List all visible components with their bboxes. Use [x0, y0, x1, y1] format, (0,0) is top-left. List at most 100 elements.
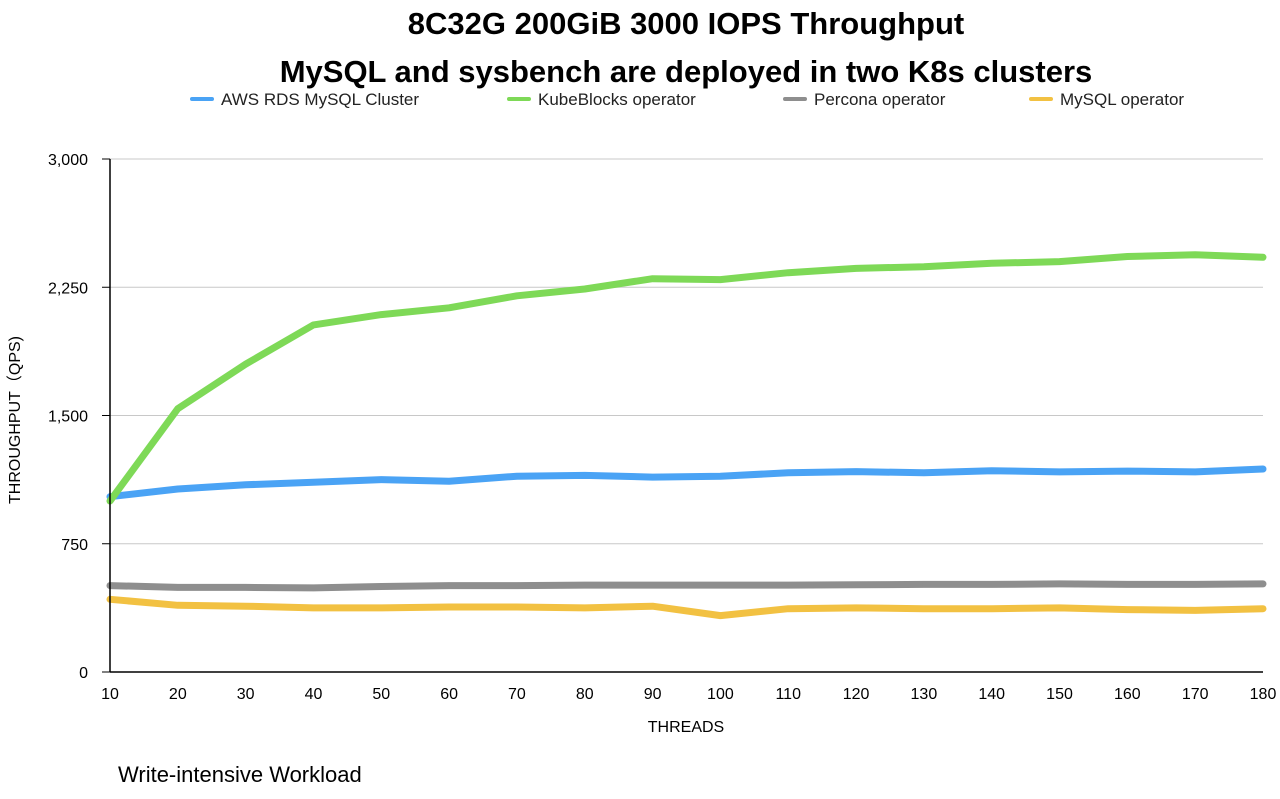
- data-point-kubeblocks-operator: [854, 266, 858, 270]
- data-point-mysql-operator: [244, 604, 248, 608]
- data-point-aws-rds-mysql-cluster: [718, 474, 722, 478]
- data-point-aws-rds-mysql-cluster: [854, 470, 858, 474]
- x-axis-title: THREADS: [648, 719, 724, 736]
- data-point-percona-operator: [1058, 582, 1062, 586]
- legend-label: Percona operator: [814, 90, 946, 109]
- data-point-mysql-operator: [1058, 606, 1062, 610]
- data-point-mysql-operator: [583, 606, 587, 610]
- x-tick-label: 120: [843, 686, 870, 703]
- data-point-kubeblocks-operator: [379, 313, 383, 317]
- data-point-percona-operator: [1261, 582, 1265, 586]
- data-point-mysql-operator: [311, 606, 315, 610]
- gridlines: [110, 158, 1263, 545]
- data-point-aws-rds-mysql-cluster: [786, 471, 790, 475]
- data-point-mysql-operator: [447, 605, 451, 609]
- y-tick-label: 2,250: [48, 280, 88, 297]
- data-point-kubeblocks-operator: [922, 265, 926, 269]
- data-point-percona-operator: [1125, 582, 1129, 586]
- chart-title-line2: MySQL and sysbench are deployed in two K…: [280, 54, 1093, 89]
- x-tick-label: 40: [305, 686, 323, 703]
- data-point-mysql-operator: [1193, 608, 1197, 612]
- data-point-percona-operator: [244, 585, 248, 589]
- data-point-kubeblocks-operator: [311, 323, 315, 327]
- chart-title-line1: 8C32G 200GiB 3000 IOPS Throughput: [408, 6, 964, 41]
- data-point-percona-operator: [718, 583, 722, 587]
- series-line-kubeblocks-operator: [106, 251, 1267, 505]
- y-tick-label: 0: [79, 665, 88, 682]
- data-point-aws-rds-mysql-cluster: [176, 487, 180, 491]
- data-point-percona-operator: [786, 583, 790, 587]
- data-point-percona-operator: [854, 583, 858, 587]
- y-tick-label: 750: [61, 537, 88, 554]
- data-point-aws-rds-mysql-cluster: [244, 483, 248, 487]
- data-point-kubeblocks-operator: [176, 407, 180, 411]
- series-line-aws-rds-mysql-cluster: [106, 465, 1267, 501]
- data-point-kubeblocks-operator: [651, 277, 655, 281]
- legend: AWS RDS MySQL Cluster KubeBlocks operator…: [190, 90, 1184, 109]
- data-point-aws-rds-mysql-cluster: [651, 475, 655, 479]
- data-point-aws-rds-mysql-cluster: [1125, 469, 1129, 473]
- x-tick-label: 160: [1114, 686, 1141, 703]
- x-tick-label: 30: [237, 686, 255, 703]
- data-point-percona-operator: [447, 584, 451, 588]
- x-tick-label: 60: [440, 686, 458, 703]
- y-axis-title: THROUGHPUT（QPS): [6, 336, 24, 504]
- y-axis-ticks: 0 750 1,500 2,250 3,000: [48, 152, 110, 682]
- data-point-mysql-operator: [1261, 607, 1265, 611]
- data-point-aws-rds-mysql-cluster: [515, 474, 519, 478]
- data-point-kubeblocks-operator: [1261, 255, 1265, 259]
- data-point-mysql-operator: [651, 604, 655, 608]
- x-tick-label: 10: [101, 686, 119, 703]
- data-point-aws-rds-mysql-cluster: [1261, 467, 1265, 471]
- data-point-percona-operator: [176, 585, 180, 589]
- x-tick-label: 130: [911, 686, 938, 703]
- data-point-mysql-operator: [515, 605, 519, 609]
- data-point-kubeblocks-operator: [990, 261, 994, 265]
- data-point-kubeblocks-operator: [1058, 260, 1062, 264]
- x-tick-label: 20: [169, 686, 187, 703]
- x-tick-label: 170: [1182, 686, 1209, 703]
- legend-label: AWS RDS MySQL Cluster: [221, 90, 419, 109]
- data-point-aws-rds-mysql-cluster: [447, 479, 451, 483]
- x-tick-label: 50: [372, 686, 390, 703]
- y-tick-label: 3,000: [48, 152, 88, 169]
- data-point-mysql-operator: [379, 606, 383, 610]
- data-point-percona-operator: [379, 585, 383, 588]
- x-tick-label: 140: [978, 686, 1005, 703]
- data-point-mysql-operator: [990, 607, 994, 611]
- workload-caption: Write-intensive Workload: [118, 762, 362, 787]
- x-tick-label: 150: [1046, 686, 1073, 703]
- x-tick-label: 110: [775, 686, 801, 703]
- data-point-percona-operator: [583, 583, 587, 587]
- x-tick-label: 80: [576, 686, 594, 703]
- data-point-percona-operator: [1193, 582, 1197, 586]
- x-tick-label: 70: [508, 686, 526, 703]
- data-point-mysql-operator: [718, 614, 722, 618]
- data-point-kubeblocks-operator: [1193, 253, 1197, 257]
- legend-label: MySQL operator: [1060, 90, 1184, 109]
- series-line-mysql-operator: [106, 595, 1267, 620]
- data-point-aws-rds-mysql-cluster: [1058, 470, 1062, 474]
- data-point-aws-rds-mysql-cluster: [311, 480, 315, 484]
- data-point-aws-rds-mysql-cluster: [922, 471, 926, 475]
- data-point-kubeblocks-operator: [583, 287, 587, 291]
- data-point-mysql-operator: [1125, 608, 1129, 612]
- data-point-aws-rds-mysql-cluster: [990, 469, 994, 473]
- data-point-aws-rds-mysql-cluster: [583, 473, 587, 477]
- legend-label: KubeBlocks operator: [538, 90, 696, 109]
- data-point-mysql-operator: [176, 603, 180, 607]
- data-point-kubeblocks-operator: [447, 306, 451, 310]
- data-point-aws-rds-mysql-cluster: [1193, 470, 1197, 474]
- data-point-aws-rds-mysql-cluster: [379, 478, 383, 482]
- y-tick-label: 1,500: [48, 409, 88, 426]
- data-point-kubeblocks-operator: [244, 362, 248, 366]
- data-point-percona-operator: [515, 584, 519, 588]
- x-axis-ticks: 10 20 30 40 50 60 70 80 90 100 110 120 130 140 150 160 1…: [101, 686, 1276, 703]
- data-point-kubeblocks-operator: [718, 278, 722, 282]
- data-point-kubeblocks-operator: [1125, 254, 1129, 258]
- data-point-percona-operator: [311, 586, 315, 590]
- x-tick-label: 100: [707, 686, 734, 703]
- data-point-kubeblocks-operator: [515, 294, 519, 298]
- data-point-percona-operator: [651, 583, 655, 587]
